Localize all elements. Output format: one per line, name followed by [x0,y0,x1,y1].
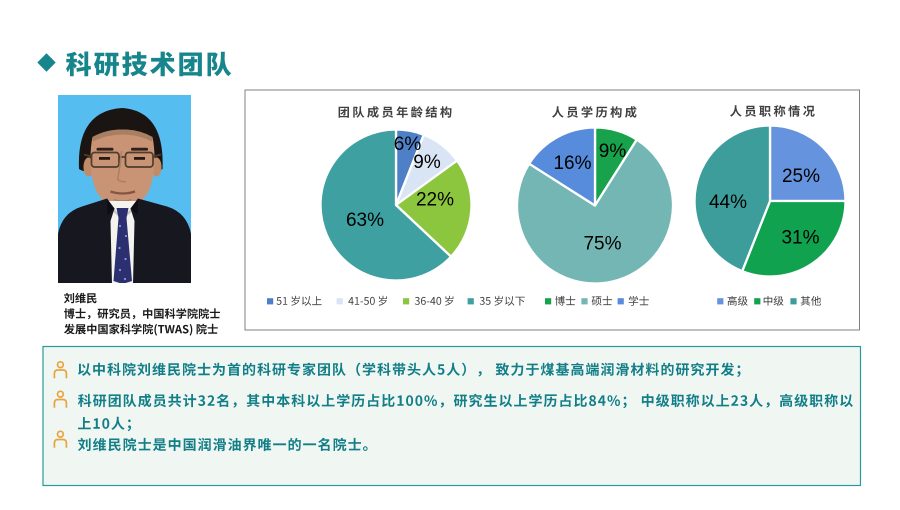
svg-text:31%: 31% [781,227,819,248]
svg-text:9%: 9% [413,152,441,173]
svg-text:25%: 25% [782,166,820,187]
svg-text:44%: 44% [709,192,747,213]
svg-text:6%: 6% [394,134,422,155]
svg-text:16%: 16% [553,153,591,174]
svg-text:22%: 22% [416,190,454,211]
svg-text:63%: 63% [346,210,384,231]
svg-text:9%: 9% [599,141,627,162]
svg-text:75%: 75% [583,233,621,254]
